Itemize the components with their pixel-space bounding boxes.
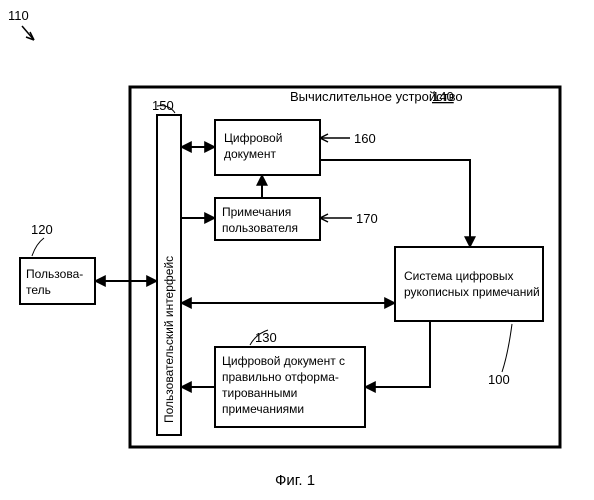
system-label-2: рукописных примечаний xyxy=(404,285,540,299)
doc-label-1: Цифровой xyxy=(224,131,282,145)
arrow-doc-system xyxy=(320,160,470,247)
ref-130: 130 xyxy=(255,330,277,345)
figure-caption: Фиг. 1 xyxy=(275,472,315,489)
ref-120: 120 xyxy=(31,222,53,237)
formatted-label-4: примечаниями xyxy=(222,402,304,416)
formatted-label-1: Цифровой документ с xyxy=(222,354,345,368)
user-label-2: тель xyxy=(26,283,51,297)
user-box xyxy=(20,258,95,304)
ref-110: 110 xyxy=(8,8,29,23)
arrow-system-formatted xyxy=(365,321,430,387)
device-box xyxy=(130,87,560,447)
ref-170: 170 xyxy=(356,211,378,226)
formatted-label-2: правильно отформа- xyxy=(222,370,339,384)
system-box xyxy=(395,247,543,321)
notes-label-1: Примечания xyxy=(222,205,291,219)
ref-140: 140 xyxy=(432,89,454,104)
ui-label: Пользовательский интерфейс xyxy=(162,256,176,423)
ref-100: 100 xyxy=(488,372,510,387)
doc-label-2: документ xyxy=(224,147,276,161)
formatted-label-3: тированными xyxy=(222,386,297,400)
notes-label-2: пользователя xyxy=(222,221,298,235)
user-label-1: Пользова- xyxy=(26,267,83,281)
system-label-1: Система цифровых xyxy=(404,269,513,283)
ref-160: 160 xyxy=(354,131,376,146)
